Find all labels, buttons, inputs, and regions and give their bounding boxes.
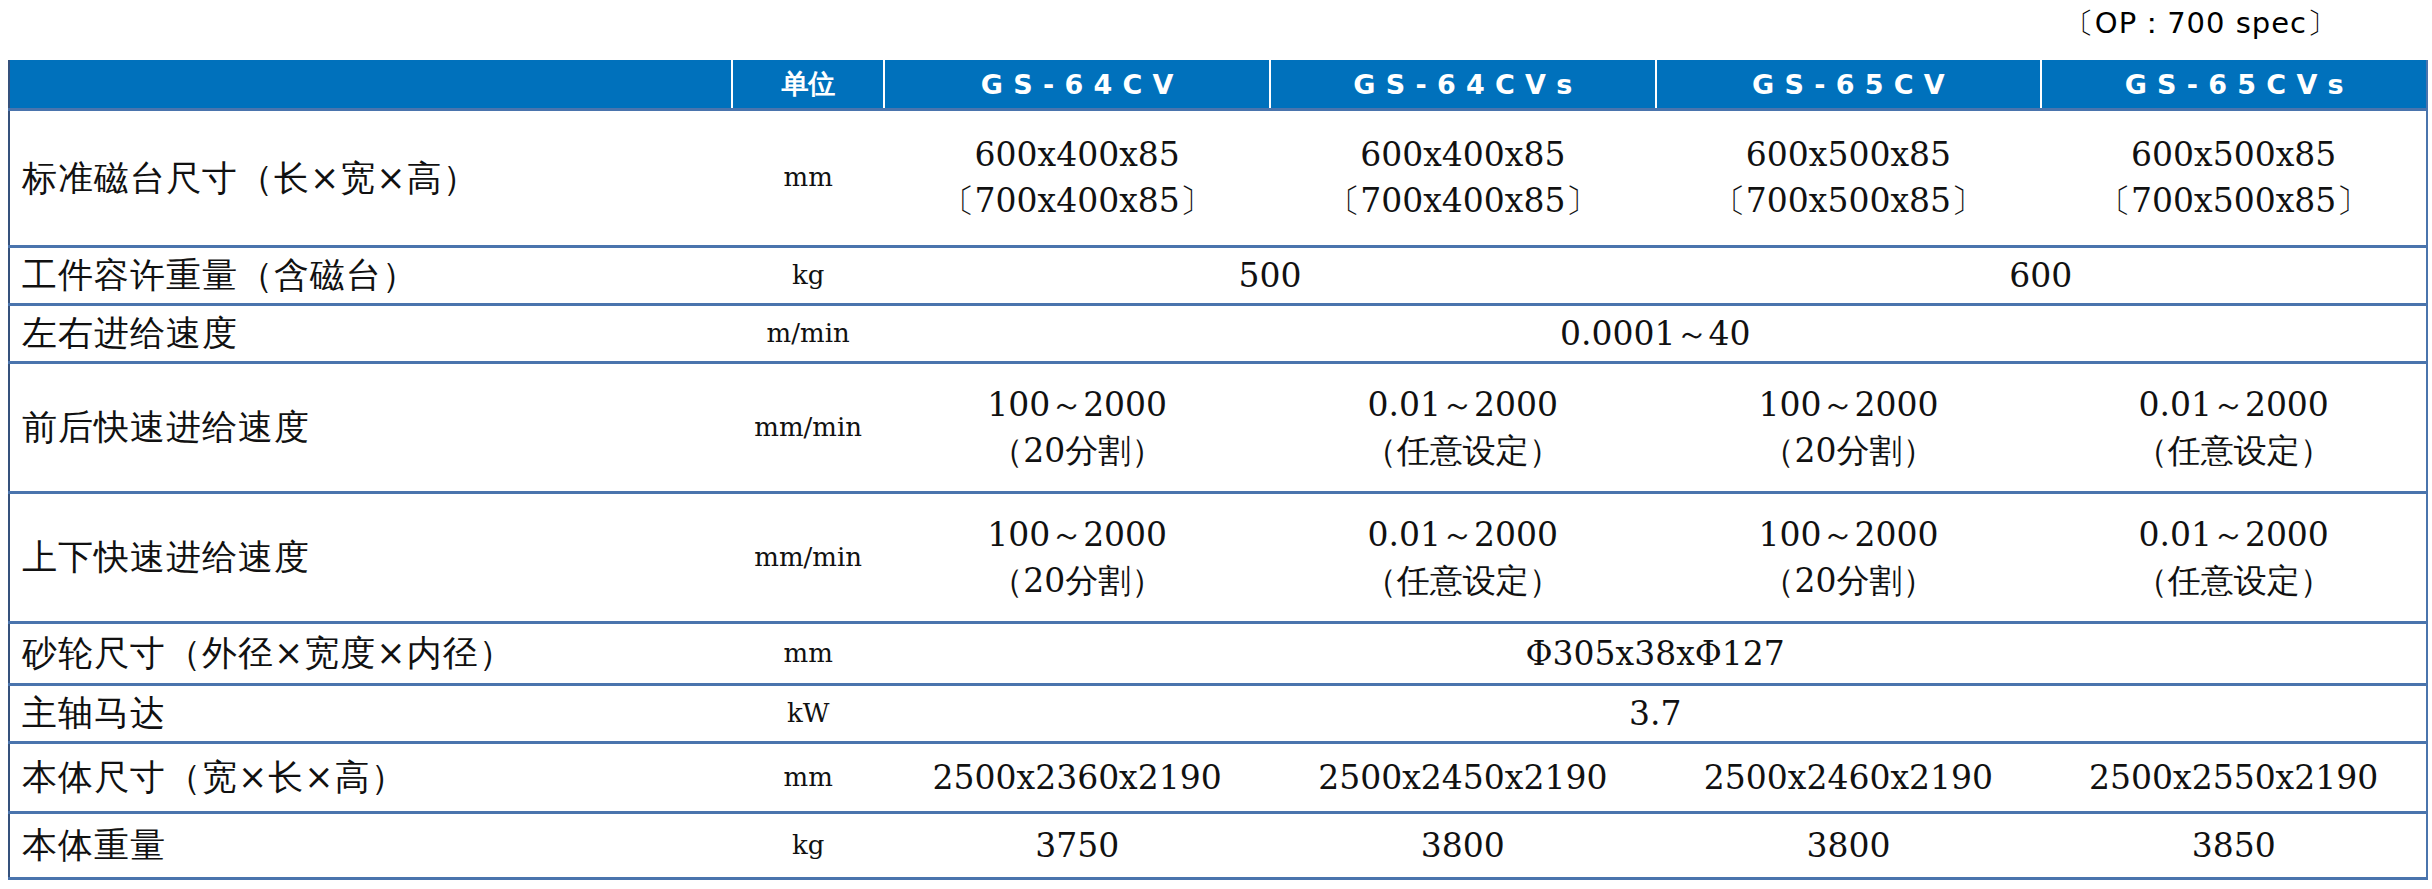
spec-value-line: （任意设定）: [1270, 428, 1656, 474]
spec-value-line: 600x500x85: [2041, 132, 2426, 178]
spec-value: 600: [1656, 247, 2427, 305]
spec-value-line: 〔700x400x85〕: [884, 178, 1270, 224]
spec-value: 100～2000 （20分割）: [884, 493, 1270, 623]
spec-value-line: 0.01～2000: [2041, 512, 2426, 558]
table-row: 本体重量 kg 3750 3800 3800 3850: [9, 813, 2427, 879]
spec-value: 2500x2450x2190: [1270, 743, 1656, 813]
spec-unit: mm/min: [732, 363, 884, 493]
spec-value-line: 〔700x500x85〕: [1656, 178, 2042, 224]
spec-value-line: （20分割）: [884, 558, 1270, 604]
table-row: 上下快速进给速度 mm/min 100～2000 （20分割） 0.01～200…: [9, 493, 2427, 623]
model-header-gs64cvs: GS-64CVs: [1270, 60, 1656, 110]
spec-value: 3850: [2041, 813, 2427, 879]
spec-unit: mm/min: [732, 493, 884, 623]
spec-value: 2500x2360x2190: [884, 743, 1270, 813]
spec-value: 0.01～2000 （任意设定）: [1270, 363, 1656, 493]
table-row: 主轴马达 kW 3.7: [9, 685, 2427, 743]
model-header-gs65cvs: GS-65CVs: [2041, 60, 2427, 110]
spec-value: 0.01～2000 （任意设定）: [2041, 363, 2427, 493]
table-row: 标准磁台尺寸（长×宽×高） mm 600x400x85 〔700x400x85〕…: [9, 110, 2427, 247]
spec-sheet-page: 〔OP：700 spec〕 单位 GS-64CV GS-64CVs GS-65C…: [0, 0, 2432, 889]
op-spec-note: 〔OP：700 spec〕: [2065, 4, 2337, 44]
spec-value: 3800: [1270, 813, 1656, 879]
spec-unit: kW: [732, 685, 884, 743]
spec-label: 左右进给速度: [9, 305, 732, 363]
spec-unit: mm: [732, 743, 884, 813]
spec-value: 2500x2550x2190: [2041, 743, 2427, 813]
spec-value: 0.01～2000 （任意设定）: [2041, 493, 2427, 623]
spec-value-line: （20分割）: [884, 428, 1270, 474]
spec-value: 100～2000 （20分割）: [1656, 363, 2042, 493]
spec-value: 2500x2460x2190: [1656, 743, 2042, 813]
header-spacer-cell: [9, 60, 732, 110]
spec-value: 3.7: [884, 685, 2427, 743]
spec-label: 工件容许重量（含磁台）: [9, 247, 732, 305]
spec-label: 本体重量: [9, 813, 732, 879]
spec-label: 标准磁台尺寸（长×宽×高）: [9, 110, 732, 247]
spec-value-line: 100～2000: [1656, 382, 2042, 428]
spec-value: 3800: [1656, 813, 2042, 879]
spec-value-line: 0.01～2000: [2041, 382, 2426, 428]
spec-value-line: （任意设定）: [1270, 558, 1656, 604]
spec-value: 600x500x85 〔700x500x85〕: [1656, 110, 2042, 247]
model-header-gs65cv: GS-65CV: [1656, 60, 2042, 110]
spec-label: 主轴马达: [9, 685, 732, 743]
spec-value-line: （20分割）: [1656, 428, 2042, 474]
spec-value-line: 100～2000: [884, 382, 1270, 428]
spec-unit: kg: [732, 247, 884, 305]
spec-table: 单位 GS-64CV GS-64CVs GS-65CV GS-65CVs 标准磁…: [8, 60, 2428, 880]
spec-value-line: 0.01～2000: [1270, 382, 1656, 428]
unit-header: 单位: [732, 60, 884, 110]
spec-value-line: 100～2000: [884, 512, 1270, 558]
table-row: 本体尺寸（宽×长×高） mm 2500x2360x2190 2500x2450x…: [9, 743, 2427, 813]
header-row: 单位 GS-64CV GS-64CVs GS-65CV GS-65CVs: [9, 60, 2427, 110]
spec-value: 100～2000 （20分割）: [884, 363, 1270, 493]
spec-value-line: 〔700x500x85〕: [2041, 178, 2426, 224]
spec-value-line: 600x400x85: [884, 132, 1270, 178]
table-row: 砂轮尺寸（外径×宽度×内径） mm Φ305x38xΦ127: [9, 623, 2427, 685]
spec-label: 上下快速进给速度: [9, 493, 732, 623]
spec-value: 0.01～2000 （任意设定）: [1270, 493, 1656, 623]
spec-unit: kg: [732, 813, 884, 879]
spec-value-line: 600x400x85: [1270, 132, 1656, 178]
spec-label: 砂轮尺寸（外径×宽度×内径）: [9, 623, 732, 685]
spec-unit: mm: [732, 623, 884, 685]
spec-value-line: （任意设定）: [2041, 558, 2426, 604]
table-row: 左右进给速度 m/min 0.0001～40: [9, 305, 2427, 363]
table-row: 前后快速进给速度 mm/min 100～2000 （20分割） 0.01～200…: [9, 363, 2427, 493]
spec-value-line: 0.01～2000: [1270, 512, 1656, 558]
spec-value: Φ305x38xΦ127: [884, 623, 2427, 685]
spec-value: 600x400x85 〔700x400x85〕: [884, 110, 1270, 247]
spec-value-line: 600x500x85: [1656, 132, 2042, 178]
spec-value-line: （任意设定）: [2041, 428, 2426, 474]
spec-label: 前后快速进给速度: [9, 363, 732, 493]
spec-value: 500: [884, 247, 1655, 305]
spec-value-line: （20分割）: [1656, 558, 2042, 604]
spec-value-line: 〔700x400x85〕: [1270, 178, 1656, 224]
spec-unit: m/min: [732, 305, 884, 363]
spec-value: 600x400x85 〔700x400x85〕: [1270, 110, 1656, 247]
model-header-gs64cv: GS-64CV: [884, 60, 1270, 110]
spec-value: 600x500x85 〔700x500x85〕: [2041, 110, 2427, 247]
spec-value-line: 100～2000: [1656, 512, 2042, 558]
spec-value: 3750: [884, 813, 1270, 879]
spec-unit: mm: [732, 110, 884, 247]
table-row: 工件容许重量（含磁台） kg 500 600: [9, 247, 2427, 305]
spec-value: 100～2000 （20分割）: [1656, 493, 2042, 623]
spec-label: 本体尺寸（宽×长×高）: [9, 743, 732, 813]
spec-value: 0.0001～40: [884, 305, 2427, 363]
